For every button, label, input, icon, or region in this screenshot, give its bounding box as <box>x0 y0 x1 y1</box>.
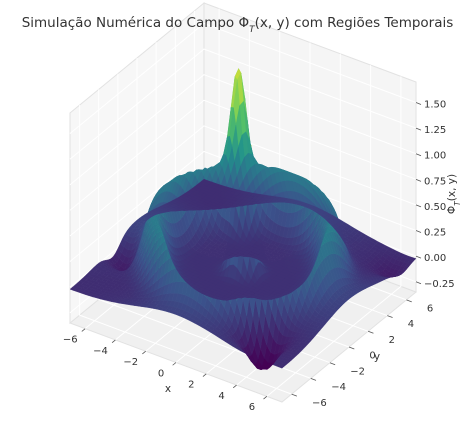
x-axis-label: x <box>165 383 171 395</box>
z-tick <box>415 281 422 285</box>
x-tick-label: −2 <box>123 357 138 368</box>
z-tick-label: 0.25 <box>424 228 446 239</box>
x-tick <box>172 362 177 366</box>
z-tick <box>415 230 422 233</box>
x-tick <box>111 339 116 343</box>
y-tick <box>329 362 336 366</box>
z-tick <box>415 127 422 131</box>
y-tick <box>310 378 317 381</box>
y-tick <box>387 315 393 318</box>
z-grid-line <box>69 74 417 186</box>
z-grid-line <box>69 22 417 134</box>
z-tick <box>415 102 422 105</box>
chart-title: Simulação Numérica do Campo ΦT(x, y) com… <box>22 15 454 35</box>
z-axis-label: ΦT(x, y) <box>446 174 462 214</box>
x-tick <box>202 373 207 377</box>
chart-title-part-before: Simulação Numérica do Campo <box>22 15 239 31</box>
y-tick-label: 0 <box>369 351 375 362</box>
z-grid-line <box>69 150 417 262</box>
surface-mesh <box>69 68 417 371</box>
z-grid-line <box>69 125 417 237</box>
z-tick <box>415 204 422 208</box>
x-grid-line <box>266 76 402 397</box>
axes: −6 −4 −2 0 2 4 6 −6 −4 −2 0 2 4 6 −0.25 0.00 0.25 0.50 0.7… <box>63 100 455 414</box>
surface-patch <box>201 178 209 183</box>
y-tick <box>406 299 412 303</box>
y-tick-label: −4 <box>331 382 346 393</box>
chart-title-symbol: Φ <box>239 15 250 31</box>
z-tick-label: 1.00 <box>424 151 446 162</box>
x-tick <box>142 350 146 355</box>
x-tick-label: 0 <box>158 368 164 379</box>
x-tick-label: 6 <box>249 402 255 413</box>
z-tick-label: 1.25 <box>424 125 446 136</box>
y-tick <box>348 346 355 350</box>
chart-title-subscript: T <box>249 25 256 35</box>
x-tick-label: 2 <box>188 380 194 391</box>
y-grid-line <box>98 89 311 379</box>
z-axis-label-symbol: Φ <box>446 206 458 214</box>
y-tick <box>291 393 298 397</box>
y-tick <box>368 330 374 334</box>
z-tick-label: −0.25 <box>424 279 455 290</box>
z-tick <box>415 178 422 182</box>
y-tick-label: 4 <box>408 319 414 330</box>
y-tick-label: 2 <box>389 335 395 346</box>
z-tick-label: 1.50 <box>424 100 446 111</box>
z-tick <box>415 153 422 157</box>
y-grid-line <box>79 105 292 395</box>
y-tick-label: −2 <box>350 366 365 377</box>
x-tick-label: 4 <box>218 391 224 402</box>
z-axis-label-after: (x, y) <box>446 174 458 201</box>
y-tick-label: −6 <box>312 398 327 409</box>
z-grid-line <box>69 48 417 160</box>
z-axis-label-subscript: T <box>453 200 462 206</box>
x-tick <box>232 384 237 389</box>
x-tick <box>81 328 86 332</box>
z-tick <box>415 255 422 259</box>
z-tick-label: 0.00 <box>424 253 446 264</box>
y-tick-label: 6 <box>427 304 433 315</box>
y-axis-label: y <box>374 351 380 363</box>
z-grid-line <box>69 99 417 211</box>
z-tick-label: 0.75 <box>424 176 446 187</box>
x-tick <box>263 396 268 400</box>
x-tick-label: −6 <box>63 335 78 346</box>
x-tick-label: −4 <box>93 346 108 357</box>
chart-title-part-after: (x, y) com Regiões Temporais <box>255 15 454 31</box>
z-tick-label: 0.50 <box>424 202 446 213</box>
